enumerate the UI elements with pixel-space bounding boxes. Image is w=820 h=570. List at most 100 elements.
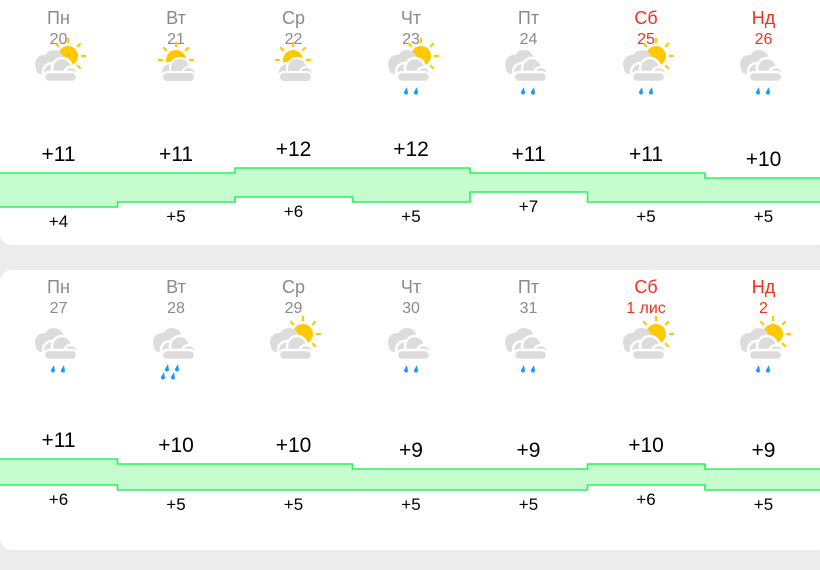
day-date: 23 <box>402 31 420 48</box>
temperature-range-bar <box>117 173 236 202</box>
temperature-range-bar <box>235 464 354 490</box>
day-name: Пт <box>517 277 540 297</box>
cloudy-rain-icon <box>733 38 793 98</box>
day-date: 28 <box>167 300 185 317</box>
partly-cloudy-icon <box>263 316 323 376</box>
day-column[interactable]: Пт 24 +11 +7 <box>470 0 587 245</box>
mostly-sunny-icon <box>263 38 323 98</box>
day-date: 29 <box>284 300 303 317</box>
day-date: 26 <box>754 31 773 48</box>
day-name: Нд <box>751 277 776 297</box>
day-column[interactable]: Чт 23 +12 +5 <box>353 0 470 245</box>
day-name: Сб <box>634 277 658 297</box>
partly-cloudy-rain-icon <box>733 316 793 376</box>
max-temperature: +11 <box>41 429 76 452</box>
temperature-range-bar <box>117 464 236 490</box>
forecast-week-1: Пн 20 +11 +4 Вт 21 +11 +5 Ср 22 +12 +6 Ч… <box>0 0 820 245</box>
cloudy-rain-icon <box>498 38 558 98</box>
day-column[interactable]: Вт 28 +10 +5 <box>118 270 235 550</box>
cloudy-heavy-rain-icon <box>146 316 206 380</box>
max-temperature: +10 <box>275 434 312 457</box>
temperature-range-bar <box>0 173 119 207</box>
max-temperature: +11 <box>628 143 664 166</box>
max-temperature: +12 <box>275 138 312 161</box>
temperature-range-bar <box>352 168 471 202</box>
day-name: Чт <box>400 8 422 28</box>
day-name: Ср <box>281 8 305 28</box>
day-name: Пт <box>517 8 540 28</box>
day-column[interactable]: Ср 22 +12 +6 <box>235 0 352 245</box>
day-name: Нд <box>751 8 776 28</box>
day-column[interactable]: Нд 2 +9 +5 <box>705 270 820 550</box>
min-temperature: +5 <box>753 495 774 514</box>
day-column[interactable]: Нд 26 +10 +5 <box>705 0 820 245</box>
day-date: 27 <box>49 300 68 317</box>
min-temperature: +5 <box>401 207 421 226</box>
max-temperature: +11 <box>511 143 546 166</box>
day-column[interactable]: Чт 30 +9 +5 <box>353 270 470 550</box>
max-temperature: +10 <box>628 434 664 457</box>
max-temperature: +11 <box>41 143 76 166</box>
min-temperature: +5 <box>166 207 186 226</box>
max-temperature: +12 <box>393 138 429 161</box>
min-line <box>0 191 820 208</box>
min-temperature: +6 <box>283 202 304 221</box>
day-column[interactable]: Сб 25 +11 +5 <box>588 0 705 245</box>
day-date: 1 лис <box>626 300 666 317</box>
day-column[interactable]: Пт 31 +9 +5 <box>470 270 587 550</box>
max-temperature: +9 <box>751 439 776 462</box>
min-temperature: +6 <box>636 490 656 509</box>
day-column[interactable]: Пн 27 +11 +6 <box>0 270 117 550</box>
max-temperature: +10 <box>745 148 782 171</box>
day-date: 2 <box>759 300 768 317</box>
min-temperature: +5 <box>283 495 304 514</box>
day-name: Сб <box>634 8 658 28</box>
temperature-range-bar <box>352 469 471 490</box>
max-temperature: +11 <box>158 143 194 166</box>
day-date: 22 <box>284 31 303 48</box>
cloudy-rain-icon <box>28 316 88 376</box>
day-date: 21 <box>167 31 185 48</box>
temperature-range-bar <box>705 469 820 490</box>
day-column[interactable]: Вт 21 +11 +5 <box>118 0 235 245</box>
partly-cloudy-rain-icon <box>381 38 441 98</box>
max-temperature: +9 <box>399 439 423 462</box>
temperature-band <box>0 167 820 208</box>
temperature-range-bar <box>470 173 589 192</box>
day-name: Вт <box>166 277 186 297</box>
day-date: 31 <box>519 300 538 317</box>
min-temperature: +5 <box>401 495 421 514</box>
min-temperature: +6 <box>48 490 69 509</box>
min-temperature: +4 <box>48 212 69 231</box>
max-line <box>0 167 820 179</box>
max-temperature: +9 <box>516 439 541 462</box>
mostly-sunny-icon <box>146 38 206 98</box>
min-temperature: +5 <box>518 495 539 514</box>
forecast-week-2: Пн 27 +11 +6 Вт 28 +10 +5 Ср 29 +10 +5 Ч… <box>0 270 820 550</box>
partly-cloudy-icon <box>28 38 88 98</box>
day-name: Вт <box>166 8 186 28</box>
min-temperature: +5 <box>753 207 774 226</box>
partly-cloudy-rain-icon <box>616 38 676 98</box>
day-name: Пн <box>47 8 70 28</box>
min-line <box>0 484 820 491</box>
temperature-range-bar <box>235 168 354 197</box>
cloudy-rain-icon <box>498 316 558 376</box>
day-column[interactable]: Сб 1 лис +10 +6 <box>588 270 705 550</box>
min-temperature: +7 <box>518 197 539 216</box>
day-name: Пн <box>47 277 70 297</box>
day-date: 24 <box>519 31 538 48</box>
temperature-range-bar <box>705 178 820 202</box>
day-name: Чт <box>400 277 422 297</box>
day-column[interactable]: Пн 20 +11 +4 <box>0 0 117 245</box>
partly-cloudy-icon <box>616 316 676 376</box>
temperature-range-bar <box>470 469 589 490</box>
day-date: 20 <box>49 31 68 48</box>
day-column[interactable]: Ср 29 +10 +5 <box>235 270 352 550</box>
max-temperature: +10 <box>158 434 194 457</box>
temperature-range-bar <box>0 459 119 485</box>
day-name: Ср <box>281 277 305 297</box>
temperature-range-bar <box>587 173 706 202</box>
min-temperature: +5 <box>166 495 186 514</box>
min-temperature: +5 <box>636 207 656 226</box>
